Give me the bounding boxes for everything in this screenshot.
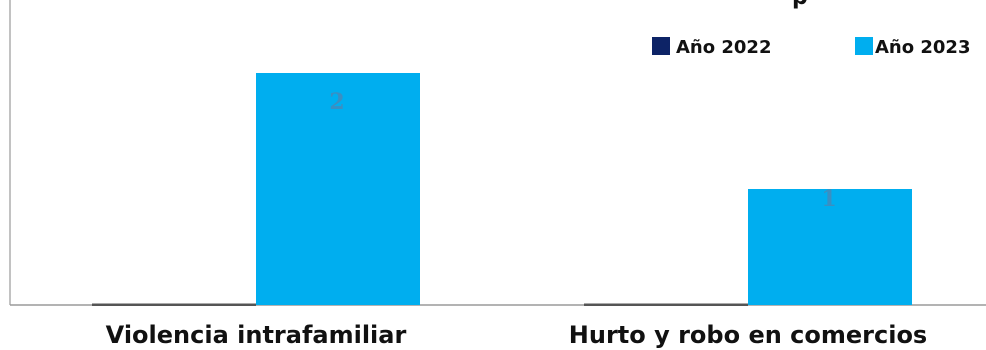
bar-ano-2023-violencia-intrafamiliar — [256, 73, 420, 305]
x-tick-label-violencia-intrafamiliar: Violencia intrafamiliar — [106, 321, 407, 349]
legend-swatch-ano-2022 — [652, 37, 670, 55]
data-label-hurto-y-robo: 1 — [821, 186, 836, 212]
legend-label-ano-2023: Año 2023 — [875, 37, 970, 58]
bar-ano-2023-hurto-y-robo-en-comercios — [748, 189, 912, 305]
bar-ano-2022-violencia-intrafamiliar — [92, 303, 256, 306]
legend-label-ano-2022: Año 2022 — [676, 37, 771, 58]
chart-title-fragment: p — [792, 0, 808, 10]
data-label-violencia-intrafamiliar: 2 — [329, 89, 344, 115]
bars-group — [92, 73, 912, 306]
legend-swatch-ano-2023 — [855, 37, 873, 55]
legend: Año 2022 Año 2023 — [652, 37, 970, 58]
bar-ano-2022-hurto-y-robo-en-comercios — [584, 303, 748, 306]
x-tick-label-hurto-y-robo: Hurto y robo en comercios — [569, 321, 927, 349]
